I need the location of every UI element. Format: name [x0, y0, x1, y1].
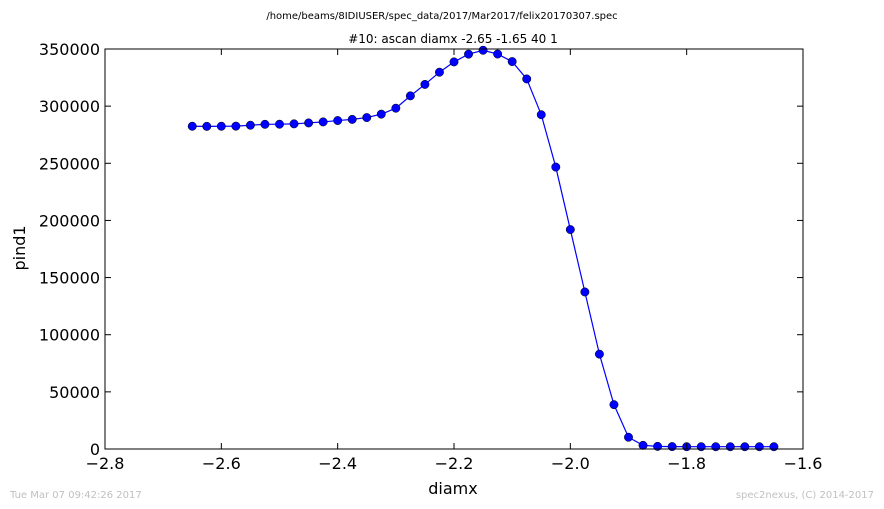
data-point [347, 114, 357, 124]
data-point [435, 67, 444, 77]
data-point [376, 109, 386, 119]
data-point [260, 119, 270, 129]
data-point [231, 121, 241, 131]
data-point [580, 287, 590, 297]
x-axis-label: diamx [428, 479, 477, 498]
chart-title: /home/beams/8IDIUSER/spec_data/2017/Mar2… [266, 11, 617, 22]
data-point [740, 442, 750, 452]
data-point [769, 442, 779, 452]
data-point [507, 57, 517, 67]
y-tick-label: 350000 [39, 40, 100, 59]
y-tick-label: 50000 [49, 383, 100, 402]
chart-subtitle: #10: ascan diamx -2.65 -1.65 40 1 [348, 32, 558, 46]
data-point [653, 441, 663, 451]
data-point [391, 103, 401, 113]
data-point [624, 432, 633, 442]
data-point [464, 49, 473, 59]
data-point [333, 116, 343, 125]
data-point [420, 79, 430, 89]
y-tick-label: 100000 [39, 326, 100, 345]
data-point [304, 118, 314, 128]
y-tick-label: 200000 [39, 211, 100, 230]
y-tick-label: 0 [90, 440, 100, 459]
x-tick-label: −2.8 [86, 454, 125, 473]
data-point [187, 121, 197, 131]
x-tick-label: −2.0 [551, 454, 590, 473]
plot-frame [104, 48, 804, 450]
x-tick-label: −1.6 [784, 454, 823, 473]
y-tick-label: 250000 [39, 154, 100, 173]
data-point [275, 119, 284, 129]
data-point [696, 442, 706, 452]
data-point [594, 349, 604, 359]
data-point [202, 121, 212, 131]
footer-credit: spec2nexus, (C) 2014-2017 [735, 490, 874, 501]
y-tick-label: 300000 [39, 97, 100, 116]
data-point [493, 49, 503, 59]
y-axis-label: pind1 [10, 225, 29, 270]
data-point [478, 45, 488, 55]
x-tick-label: −2.6 [202, 454, 241, 473]
x-tick-label: −2.4 [318, 454, 357, 473]
data-point [362, 113, 372, 123]
data-point [245, 120, 255, 130]
plot-area [187, 45, 779, 452]
data-point [536, 110, 546, 120]
data-point [754, 442, 764, 452]
data-point [289, 119, 299, 129]
data-point [725, 442, 735, 452]
x-tick-label: −1.8 [667, 454, 706, 473]
data-point [216, 121, 226, 131]
data-point [318, 117, 328, 127]
x-tick-label: −2.2 [435, 454, 474, 473]
axes: −2.8 −2.6 −2.4 −2.2 −2.0 −1.8 −1.6 0 50000 100000… [39, 40, 823, 473]
data-point [551, 162, 561, 172]
data-point [405, 91, 415, 101]
data-point [638, 440, 648, 450]
data-point [711, 442, 721, 452]
data-point [522, 74, 532, 84]
data-point [565, 225, 575, 235]
y-tick-label: 150000 [39, 269, 100, 288]
data-point [667, 442, 677, 452]
footer-timestamp: Tue Mar 07 09:42:26 2017 [10, 490, 142, 501]
data-point [449, 57, 459, 67]
data-point [609, 400, 619, 410]
series-line [192, 49, 774, 448]
